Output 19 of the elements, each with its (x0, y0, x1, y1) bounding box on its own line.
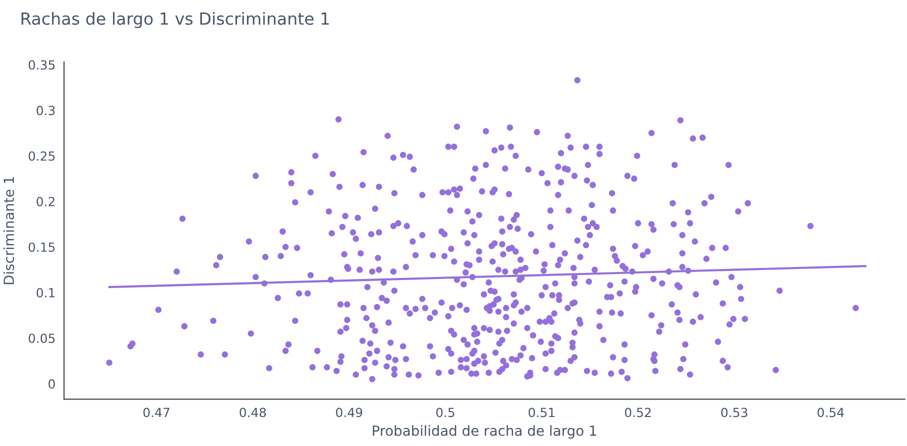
y-tick-label: 0.05 (28, 334, 55, 344)
x-tick-label: 0.49 (336, 408, 362, 418)
x-tick-label: 0.51 (528, 408, 554, 418)
y-axis-title: Discriminante 1 (3, 176, 14, 284)
y-tick-label: 0.2 (36, 196, 54, 206)
x-axis-title: Probabilidad de racha de largo 1 (372, 425, 596, 439)
x-tick-label: 0.48 (240, 408, 266, 418)
chart-title: Rachas de largo 1 vs Discriminante 1 (22, 12, 329, 28)
y-tick-label: 0.25 (28, 151, 55, 161)
x-tick-label: 0.5 (436, 408, 454, 418)
x-tick-label: 0.52 (624, 408, 651, 418)
y-tick-label: 0.1 (36, 288, 55, 298)
y-tick-label: 0.35 (28, 60, 55, 70)
y-tick-label: 0 (48, 379, 55, 389)
y-tick-label: 0.3 (36, 106, 55, 116)
y-tick-label: 0.15 (28, 242, 55, 252)
x-tick-label: 0.47 (143, 408, 170, 418)
x-tick-label: 0.53 (721, 408, 748, 418)
x-tick-label: 0.54 (818, 408, 844, 418)
